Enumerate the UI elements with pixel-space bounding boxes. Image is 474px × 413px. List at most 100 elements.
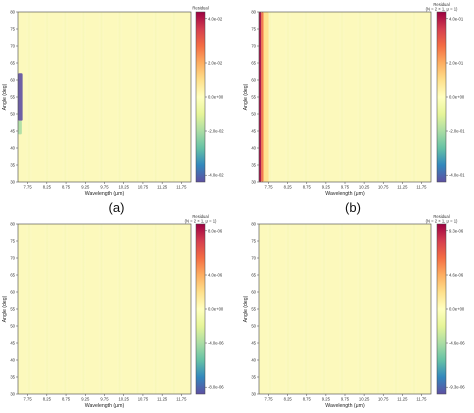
colorbar-tick-label: 2.0e-01 bbox=[449, 61, 464, 66]
x-tick-label: 9.25 bbox=[81, 185, 90, 190]
colorbar-tick-label: -8.0e-06 bbox=[208, 385, 224, 390]
heatmap-streak bbox=[152, 224, 159, 394]
y-tick-label: 40 bbox=[251, 358, 256, 363]
y-tick-label: 45 bbox=[10, 129, 15, 134]
heatmap-streak bbox=[98, 224, 105, 394]
x-tick-label: 11.75 bbox=[176, 185, 187, 190]
x-tick-label: 11.75 bbox=[416, 185, 427, 190]
y-tick-label: 75 bbox=[251, 239, 256, 244]
heatmap-streak bbox=[303, 12, 309, 182]
y-tick-label: 70 bbox=[251, 256, 256, 261]
colorbar bbox=[436, 11, 447, 183]
colorbar-tick-label: -2.0e-02 bbox=[208, 129, 224, 134]
heatmap-streak bbox=[267, 12, 273, 182]
colorbar-tick-label: -4.0e-02 bbox=[208, 173, 224, 178]
x-axis-label: Wavelength (μm) bbox=[85, 403, 125, 409]
heatmap-streak bbox=[303, 224, 309, 394]
colorbar-tick-label: 4.0e-02 bbox=[208, 16, 223, 21]
colorbar-tick-label: -4.0e-01 bbox=[449, 173, 465, 178]
heatmap-streak bbox=[357, 224, 363, 394]
x-tick-label: 8.25 bbox=[284, 185, 293, 190]
heatmap-streak bbox=[321, 224, 327, 394]
y-tick-label: 60 bbox=[10, 78, 15, 83]
y-tick-label: 65 bbox=[10, 273, 15, 278]
heatmap-feature bbox=[263, 12, 269, 182]
heatmap-streak bbox=[116, 12, 123, 182]
heatmap-streak bbox=[44, 12, 51, 182]
panel-caption: (a) bbox=[109, 200, 125, 215]
y-tick-label: 65 bbox=[251, 273, 256, 278]
heatmap-streak bbox=[170, 12, 177, 182]
y-tick-label: 35 bbox=[251, 163, 256, 168]
x-tick-label: 9.75 bbox=[341, 185, 350, 190]
y-tick-label: 35 bbox=[10, 375, 15, 380]
heatmap-feature bbox=[18, 120, 22, 135]
y-tick-label: 80 bbox=[10, 10, 15, 15]
x-axis-label: Wavelength (μm) bbox=[85, 191, 125, 197]
y-tick-label: 50 bbox=[10, 324, 15, 329]
y-axis-label: Angle (deg) bbox=[243, 83, 249, 110]
y-tick-label: 30 bbox=[10, 392, 15, 397]
heatmap-streak bbox=[98, 12, 105, 182]
x-tick-label: 7.75 bbox=[264, 397, 273, 402]
y-tick-label: 55 bbox=[251, 95, 256, 100]
heatmap-streak bbox=[62, 12, 69, 182]
y-tick-label: 45 bbox=[251, 341, 256, 346]
heatmap-streak bbox=[116, 224, 123, 394]
heatmap-streak bbox=[285, 12, 291, 182]
panel-2: 7.75 8.25 8.75 9.25 9.75 10.25 10.75 11.25 11.75… bbox=[2, 214, 224, 413]
y-tick-label: 40 bbox=[10, 146, 15, 151]
y-axis-label: Angle (deg) bbox=[2, 295, 8, 322]
heatmap-streak bbox=[393, 224, 399, 394]
heatmap-streak bbox=[80, 224, 87, 394]
heatmap-streak bbox=[80, 12, 87, 182]
heatmap-streak bbox=[267, 224, 273, 394]
panel-0: 7.75 8.25 8.75 9.25 9.75 10.25 10.75 11.25 11.75… bbox=[2, 6, 224, 216]
y-tick-label: 55 bbox=[10, 95, 15, 100]
x-tick-label: 11.25 bbox=[157, 397, 168, 402]
x-tick-label: 9.25 bbox=[81, 397, 90, 402]
heatmap-feature bbox=[259, 12, 262, 182]
y-tick-label: 70 bbox=[10, 44, 15, 49]
x-axis-label: Wavelength (μm) bbox=[325, 403, 365, 409]
colorbar-tick-label: 0.0e+00 bbox=[449, 95, 465, 100]
colorbar-subtitle: (N = 2 × 1, μ = 1) bbox=[185, 219, 217, 224]
y-tick-label: 75 bbox=[10, 239, 15, 244]
panel-caption: (b) bbox=[345, 200, 361, 215]
heatmap-streak bbox=[393, 12, 399, 182]
x-tick-label: 10.75 bbox=[138, 185, 149, 190]
x-tick-label: 8.75 bbox=[303, 185, 312, 190]
x-tick-label: 9.75 bbox=[100, 185, 109, 190]
y-axis-label: Angle (deg) bbox=[2, 83, 8, 110]
heatmap-streak bbox=[26, 224, 32, 394]
colorbar-tick-label: 0.0e+00 bbox=[449, 307, 465, 312]
x-tick-label: 8.25 bbox=[43, 397, 52, 402]
x-axis-label: Wavelength (μm) bbox=[325, 191, 365, 197]
y-tick-label: 75 bbox=[10, 27, 15, 32]
y-tick-label: 65 bbox=[251, 61, 256, 66]
x-tick-label: 10.25 bbox=[118, 185, 129, 190]
y-tick-label: 60 bbox=[251, 290, 256, 295]
heatmap-feature bbox=[261, 12, 264, 182]
y-tick-label: 50 bbox=[10, 112, 15, 117]
colorbar-tick-label: -2.0e-01 bbox=[449, 129, 465, 134]
x-tick-label: 7.75 bbox=[24, 185, 33, 190]
x-tick-label: 9.75 bbox=[100, 397, 109, 402]
colorbar-title: Residual bbox=[192, 6, 208, 11]
x-tick-label: 10.75 bbox=[378, 397, 389, 402]
y-tick-label: 60 bbox=[251, 78, 256, 83]
y-tick-label: 70 bbox=[251, 44, 256, 49]
colorbar bbox=[195, 11, 206, 183]
x-tick-label: 7.75 bbox=[264, 185, 273, 190]
y-tick-label: 80 bbox=[251, 222, 256, 227]
heatmap-streak bbox=[134, 224, 141, 394]
colorbar-tick-label: 2.0e-02 bbox=[208, 61, 223, 66]
colorbar-tick-label: 0.0e+00 bbox=[208, 95, 224, 100]
x-tick-label: 9.75 bbox=[341, 397, 350, 402]
x-tick-label: 10.25 bbox=[359, 397, 370, 402]
heatmap-streak bbox=[285, 224, 291, 394]
heatmap-field bbox=[18, 224, 191, 394]
heatmap-streak bbox=[321, 12, 327, 182]
colorbar-tick-label: 0.0e+00 bbox=[208, 307, 224, 312]
panel-1: 7.75 8.25 8.75 9.25 9.75 10.25 10.75 11.25 11.75… bbox=[243, 2, 465, 215]
